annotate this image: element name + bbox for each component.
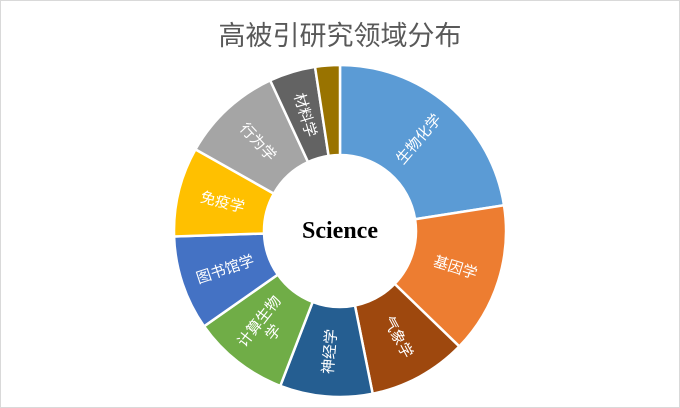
slice-label: 神经学 [319,328,341,374]
donut-slice [313,63,342,158]
center-label: Science [302,218,378,244]
donut-slice [392,203,508,349]
chart-title: 高被引研究领域分布 [218,21,462,52]
donut-slice [338,63,506,221]
